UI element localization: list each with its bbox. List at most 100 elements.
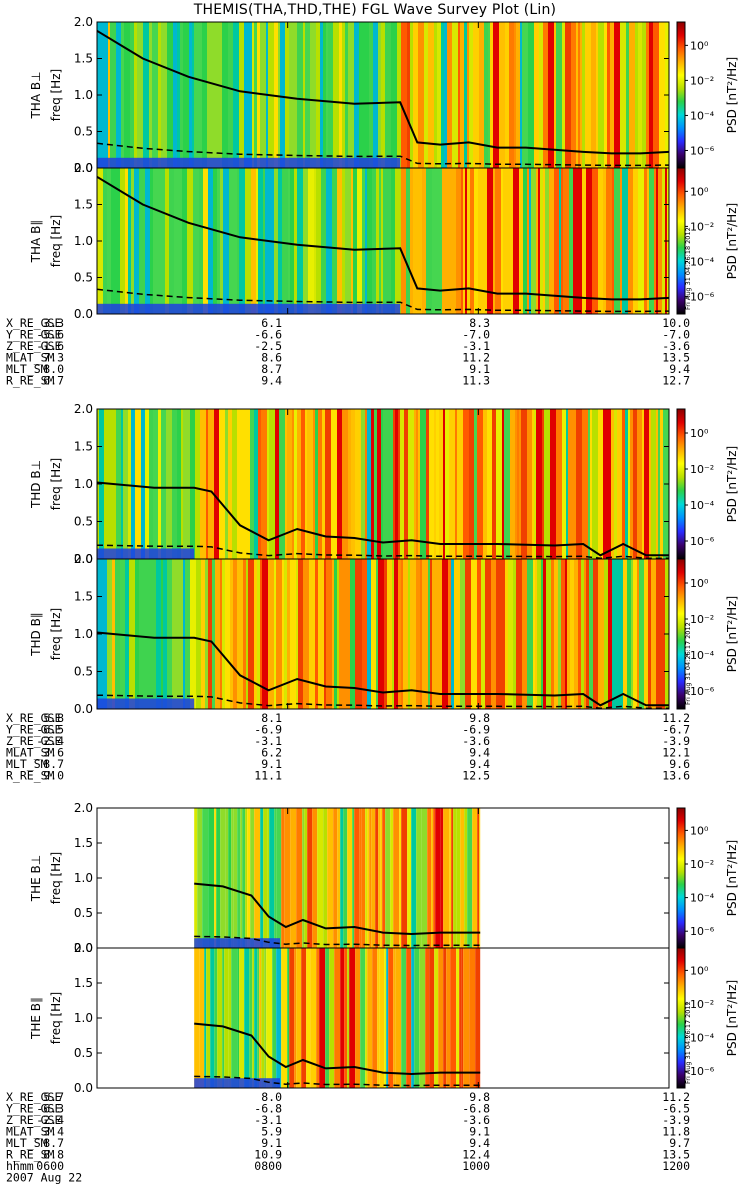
spectrum-strip <box>631 559 633 709</box>
ephemeris-value: 12.1 <box>662 746 690 760</box>
spectrum-strip <box>306 948 311 1088</box>
dashed-frequency-line <box>194 1075 481 1087</box>
colorbar-tick-label: 10⁻⁶ <box>690 685 715 698</box>
spectrum-strip <box>322 409 325 559</box>
spectrum-strip <box>384 559 387 709</box>
spectrum-strip <box>385 808 391 948</box>
spectrum-strip <box>254 948 258 1088</box>
colorbar-tick-label: 10⁻² <box>690 613 714 626</box>
spectrum-strip <box>472 808 478 948</box>
ephemeris-value: 9.7 <box>669 1136 690 1150</box>
spectrum-strip <box>254 409 258 559</box>
spectrum-strip <box>635 409 637 559</box>
spectrum-strip <box>648 559 651 709</box>
spectrum-strip <box>529 168 531 314</box>
spectrum-strip <box>216 808 221 948</box>
spectrum-strip <box>268 559 274 709</box>
spectrum-strip <box>185 409 190 559</box>
spectrum-strip <box>254 808 261 948</box>
spectrum-strip <box>276 948 282 1088</box>
spectrum-strip <box>659 22 665 168</box>
ephemeris-label: R_RE_SM <box>6 374 55 388</box>
spectrum-strip <box>464 22 467 168</box>
colorbar-tick-label: 10⁻² <box>690 858 714 871</box>
spectrum-strip <box>349 948 356 1088</box>
colorbar-tick-label: 10⁰ <box>690 964 709 977</box>
spectrum-strip <box>515 409 517 559</box>
spectrum-strip <box>208 168 213 314</box>
spectrum-strip <box>120 168 125 314</box>
y-tick-label: 1.0 <box>74 627 93 641</box>
spectrum-strip <box>365 168 367 314</box>
spectrum-strip <box>225 808 229 948</box>
spectrum-strip <box>259 948 262 1088</box>
spectrum-strip <box>310 22 316 168</box>
spectrum-strip <box>231 948 238 1088</box>
y-tick-label: 1.5 <box>74 52 93 66</box>
spectrum-strip <box>471 559 477 709</box>
spectrum-strip <box>561 168 563 314</box>
spectrum-strip <box>183 559 185 709</box>
spectrum-strip <box>622 168 628 314</box>
spectrum-strip <box>410 22 413 168</box>
spectrum-strip <box>395 948 402 1088</box>
spectrum-strip <box>493 168 495 314</box>
spectrum-strip <box>394 559 398 709</box>
colorbar-tick-label: 10⁻² <box>690 463 714 476</box>
spectrum-strip <box>514 22 516 168</box>
spectrum-strip <box>603 409 609 559</box>
spectrum-strip <box>582 168 586 314</box>
ephemeris-value: -3.1 <box>254 1113 282 1127</box>
ephemeris-value: -6.7 <box>662 723 690 737</box>
spectrum-strip <box>313 409 315 559</box>
spectrum-strip <box>448 559 451 709</box>
spectrum-strip <box>251 168 256 314</box>
timestamp-stamp: Fri Aug 31 04:26:17 2012 <box>684 1001 692 1084</box>
spectrum-strip <box>222 948 225 1088</box>
spectrum-strip <box>388 168 391 314</box>
spectrum-strip <box>114 168 120 314</box>
spectrum-strip <box>465 559 471 709</box>
spectrum-strip <box>544 409 550 559</box>
spectrum-strip <box>604 559 608 709</box>
y-tick-label: 0.0 <box>74 941 93 955</box>
spectrum-strip <box>129 559 135 709</box>
spectrum-strip <box>139 559 144 709</box>
spectrum-strip <box>604 22 607 168</box>
spectrum-strip <box>365 409 367 559</box>
spectrum-strip <box>473 22 479 168</box>
ephemeris-value: 13.5 <box>662 351 690 365</box>
spectrum-strip <box>111 168 114 314</box>
spectrum-strip <box>461 168 463 314</box>
spectrum-strip <box>451 808 454 948</box>
spectrum-strip <box>410 559 416 709</box>
spectrum-strip <box>378 808 381 948</box>
spectrum-strip <box>190 559 196 709</box>
spectrum-strip <box>261 948 265 1088</box>
spectrum-strip <box>287 948 290 1088</box>
spectrum-strip <box>333 22 336 168</box>
spectrum-strip <box>347 948 350 1088</box>
spectrum-strip <box>614 22 620 168</box>
spectrum-strip <box>413 22 418 168</box>
spectrum-strip <box>214 808 217 948</box>
spectrum-strip <box>540 168 543 314</box>
spectrum-strip <box>128 168 131 314</box>
probe-label: THA B∥ <box>29 220 43 264</box>
spectrum-strip <box>297 168 303 314</box>
spectrum-strip <box>565 559 567 709</box>
spectrum-strip <box>220 808 226 948</box>
spectrum-strip <box>189 22 192 168</box>
spectrum-strip <box>481 559 485 709</box>
spectrum-strip <box>536 409 542 559</box>
date-label: 2007 Aug 22 <box>6 1171 82 1185</box>
spectrum-strip <box>342 409 348 559</box>
ephemeris-value: 9.1 <box>261 1136 282 1150</box>
freq-axis-label: freq [Hz] <box>49 992 63 1044</box>
spectrum-strip <box>433 808 436 948</box>
ephemeris-value: 8.1 <box>261 711 282 725</box>
spectrum-strip <box>425 948 430 1088</box>
spectrum-strip <box>411 948 415 1088</box>
spectrum-strip <box>249 948 253 1088</box>
spectrum-strip <box>598 22 604 168</box>
